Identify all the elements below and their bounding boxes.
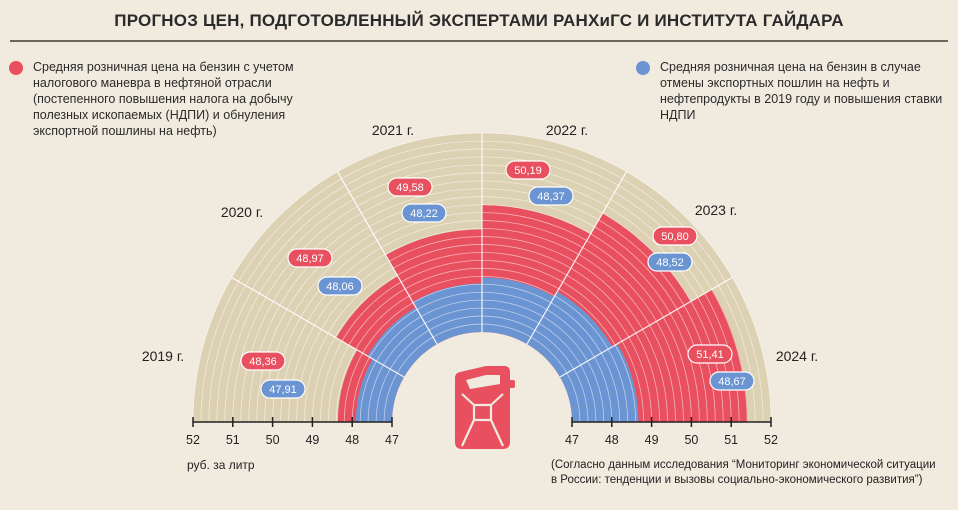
bar-blue-2023 xyxy=(527,291,613,377)
year-label: 2022 г. xyxy=(546,122,588,138)
axis-tick-label: 49 xyxy=(305,433,319,447)
year-label: 2021 г. xyxy=(372,122,414,138)
legend-item-blue: Средняя розничная цена на бензин в случа… xyxy=(636,59,958,123)
axis-tick-label: 52 xyxy=(186,433,200,447)
year-label: 2023 г. xyxy=(695,202,737,218)
data-label-blue-pill xyxy=(317,276,363,296)
axis-tick-label: 47 xyxy=(565,433,579,447)
sector-divider xyxy=(336,171,438,345)
data-label-red-pill xyxy=(287,248,333,268)
sector-divider xyxy=(559,276,733,378)
legend-red-text: Средняя розничная цена на бензин с учето… xyxy=(33,60,294,138)
data-label-red-pill xyxy=(505,160,551,180)
data-label-red: 48,36 xyxy=(249,356,277,368)
page-title: ПРОГНОЗ ЦЕН, ПОДГОТОВЛЕННЫЙ ЭКСПЕРТАМИ Р… xyxy=(114,11,844,30)
data-label-blue: 48,52 xyxy=(656,257,684,269)
legend-red-dot-icon xyxy=(9,61,23,75)
axis-tick-label: 49 xyxy=(645,433,659,447)
data-label-blue: 48,37 xyxy=(537,191,565,203)
axis-tick-label: 47 xyxy=(385,433,399,447)
bar-blue-2020 xyxy=(367,307,437,377)
axis-tick-label: 48 xyxy=(605,433,619,447)
axis-tick-label: 51 xyxy=(226,433,240,447)
data-label-red-pill xyxy=(387,177,433,197)
data-label-blue-pill xyxy=(709,371,755,391)
jerry-can-icon xyxy=(455,366,515,449)
legend-blue-dot-icon xyxy=(636,61,650,75)
axis-tick-label: 51 xyxy=(724,433,738,447)
year-label: 2024 г. xyxy=(776,348,818,364)
sector-divider xyxy=(526,171,628,345)
data-label-red-pill xyxy=(240,351,286,371)
sector-divider xyxy=(231,276,405,378)
data-label-blue: 48,06 xyxy=(326,281,354,293)
data-label-blue: 48,22 xyxy=(410,208,438,220)
data-label-blue: 48,67 xyxy=(718,376,746,388)
axis-tick-label: 48 xyxy=(345,433,359,447)
data-label-red: 48,97 xyxy=(296,253,324,265)
unit-label: руб. за литр xyxy=(187,458,255,472)
legend-blue-text: Средняя розничная цена на бензин в случа… xyxy=(660,60,943,122)
data-label-blue: 47,91 xyxy=(269,384,297,396)
bar-blue-2019 xyxy=(355,358,405,422)
axis-tick-label: 52 xyxy=(764,433,778,447)
data-label-red: 50,19 xyxy=(514,165,542,177)
data-label-blue-pill xyxy=(647,252,693,272)
data-label-blue-pill xyxy=(401,203,447,223)
axis-tick-label: 50 xyxy=(266,433,280,447)
data-label-blue-pill xyxy=(260,379,306,399)
data-label-red: 51,41 xyxy=(696,349,724,361)
year-label: 2019 г. xyxy=(142,348,184,364)
source-note: (Согласно данным исследования “Мониторин… xyxy=(551,459,936,486)
bar-blue-2024 xyxy=(559,343,639,422)
data-label-red: 49,58 xyxy=(396,182,424,194)
data-label-red: 50,80 xyxy=(661,231,689,243)
axis-tick-label: 50 xyxy=(684,433,698,447)
data-label-red-pill xyxy=(652,226,698,246)
data-label-blue-pill xyxy=(528,186,574,206)
legend-item-red: Средняя розничная цена на бензин с учето… xyxy=(9,59,333,139)
year-label: 2020 г. xyxy=(221,204,263,220)
title-divider xyxy=(10,40,948,42)
data-label-red-pill xyxy=(687,344,733,364)
